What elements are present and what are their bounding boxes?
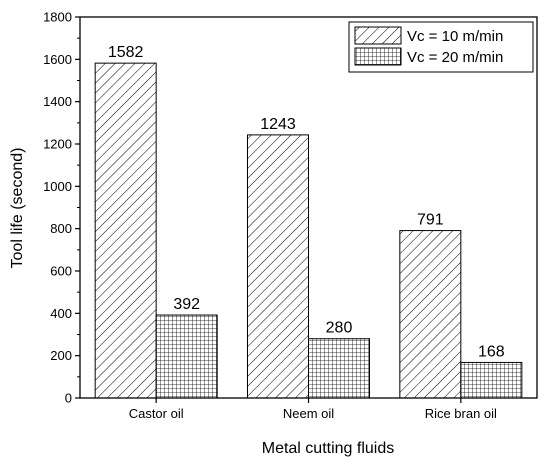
legend-swatch: [354, 47, 402, 66]
x-tick-label: Castor oil: [129, 406, 184, 421]
bar-vc10-castor-oil: [94, 62, 157, 399]
bar-vc10-neem-oil: [247, 134, 309, 399]
x-tick-label: Neem oil: [283, 406, 334, 421]
bar-vc20-rice-bran-oil: [460, 361, 523, 399]
bars-layer: [94, 62, 523, 399]
data-label: 392: [173, 296, 200, 313]
data-label: 1243: [260, 116, 296, 133]
y-tick-label: 200: [50, 348, 72, 363]
bar-vc20-neem-oil: [308, 338, 370, 399]
legend-label: Vc = 10 m/min: [407, 28, 503, 45]
data-label: 280: [326, 320, 353, 337]
legend-label: Vc = 20 m/min: [407, 49, 503, 66]
y-tick-label: 800: [50, 221, 72, 236]
bar-vc10-rice-bran-oil: [399, 230, 462, 399]
legend: Vc = 10 m/min Vc = 20 m/min: [348, 21, 534, 73]
legend-swatch: [354, 26, 402, 45]
bar-vc20-castor-oil: [155, 314, 218, 399]
y-tick-label: 600: [50, 264, 72, 279]
data-label: 1582: [108, 44, 144, 61]
y-tick-label: 1200: [43, 137, 72, 152]
data-label: 168: [478, 343, 505, 360]
y-tick-label: 1400: [43, 94, 72, 109]
data-label: 791: [417, 212, 444, 229]
axes-layer: 0 200 400 600 800 1000 1200 1400 1600 1800 Castor …: [43, 10, 538, 421]
data-labels-layer: 1582 1243 791 392 280 168: [108, 44, 505, 360]
y-tick-label: 1800: [43, 10, 72, 25]
x-tick-label: Rice bran oil: [425, 406, 497, 421]
y-tick-label: 0: [65, 391, 72, 406]
y-axis-title: Tool life (second): [9, 148, 26, 269]
y-tick-label: 1600: [43, 52, 72, 67]
y-tick-label: 400: [50, 306, 72, 321]
y-tick-label: 1000: [43, 179, 72, 194]
x-axis-title: Metal cutting fluids: [262, 440, 395, 457]
